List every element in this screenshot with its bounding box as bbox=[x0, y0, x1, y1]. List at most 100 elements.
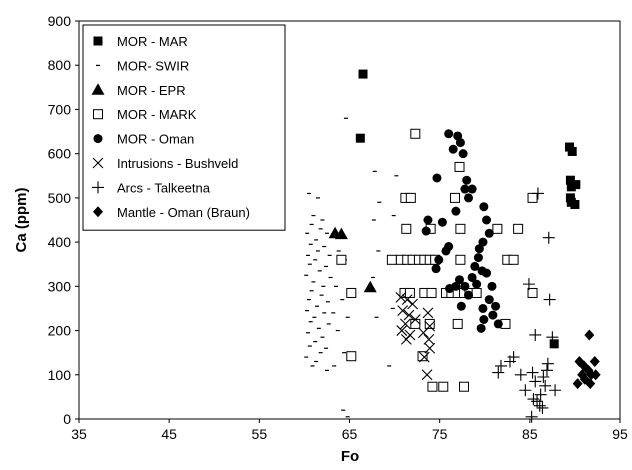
data-point bbox=[467, 184, 477, 194]
data-point bbox=[438, 381, 449, 392]
series-6 bbox=[492, 187, 562, 423]
legend-marker bbox=[93, 36, 103, 46]
data-point bbox=[508, 254, 519, 265]
data-point bbox=[474, 244, 484, 254]
data-point bbox=[586, 369, 597, 381]
data-point bbox=[396, 325, 408, 336]
data-point bbox=[589, 356, 600, 368]
data-point bbox=[441, 246, 451, 256]
data-point bbox=[514, 368, 527, 381]
legend-marker bbox=[93, 134, 103, 144]
legend-label: Intrusions - Bushveld bbox=[117, 156, 238, 171]
data-point bbox=[571, 180, 581, 190]
data-point bbox=[407, 298, 419, 310]
data-point bbox=[546, 331, 559, 344]
data-point bbox=[464, 193, 474, 203]
data-point bbox=[460, 281, 470, 291]
data-point bbox=[484, 295, 494, 305]
x-tick-label: 95 bbox=[612, 426, 628, 442]
data-point bbox=[404, 287, 415, 298]
data-point bbox=[418, 327, 429, 339]
data-point bbox=[565, 175, 575, 185]
data-point bbox=[513, 223, 524, 234]
data-point bbox=[409, 314, 421, 325]
y-axis-title: Ca (ppm) bbox=[13, 188, 30, 253]
y-tick-label: 300 bbox=[48, 278, 72, 294]
data-point bbox=[527, 287, 538, 298]
data-point bbox=[397, 305, 409, 317]
data-point bbox=[543, 293, 556, 306]
data-point bbox=[539, 379, 552, 392]
data-point bbox=[434, 255, 444, 265]
data-point bbox=[422, 307, 434, 319]
data-point bbox=[455, 138, 465, 148]
data-point bbox=[526, 366, 539, 379]
legend-label: Arcs - Talkeetna bbox=[117, 180, 211, 195]
legend-marker bbox=[92, 157, 104, 169]
data-point bbox=[400, 334, 412, 345]
data-point bbox=[431, 264, 441, 274]
legend-marker bbox=[92, 181, 104, 194]
data-point bbox=[531, 187, 544, 200]
series-0 bbox=[355, 69, 581, 349]
data-point bbox=[454, 161, 465, 172]
data-point bbox=[400, 318, 411, 330]
data-point bbox=[421, 226, 431, 236]
data-point bbox=[346, 287, 357, 298]
data-point bbox=[536, 401, 549, 414]
series-2 bbox=[328, 226, 377, 293]
data-point bbox=[470, 261, 480, 271]
data-point bbox=[395, 292, 407, 303]
data-point bbox=[336, 254, 347, 265]
y-tick-label: 900 bbox=[48, 13, 72, 29]
data-point bbox=[449, 192, 460, 203]
data-point bbox=[529, 375, 542, 388]
data-point bbox=[484, 228, 494, 238]
data-point bbox=[507, 351, 520, 364]
x-tick-label: 75 bbox=[432, 426, 448, 442]
axis-ticks: 35 45 55 65 75 85 95 0 100 200 300 400 500 600 700 800 9… bbox=[48, 13, 628, 442]
data-point bbox=[584, 329, 595, 341]
data-point bbox=[529, 328, 542, 341]
x-tick-label: 85 bbox=[522, 426, 538, 442]
legend-marker bbox=[91, 83, 105, 95]
data-point bbox=[525, 410, 538, 423]
y-tick-label: 200 bbox=[48, 323, 72, 339]
legend-label: MOR - Oman bbox=[117, 132, 194, 147]
data-point bbox=[585, 378, 596, 390]
data-point bbox=[410, 128, 421, 139]
data-point bbox=[494, 359, 507, 372]
data-point bbox=[527, 192, 538, 203]
data-point bbox=[492, 366, 505, 379]
data-point bbox=[424, 318, 435, 329]
data-point bbox=[572, 378, 583, 390]
data-point bbox=[423, 215, 433, 225]
data-point bbox=[540, 364, 553, 377]
y-tick-label: 700 bbox=[48, 101, 72, 117]
data-point bbox=[533, 399, 546, 412]
data-point bbox=[478, 237, 488, 247]
data-point bbox=[566, 182, 576, 192]
data-point bbox=[403, 309, 415, 321]
legend-label: MOR - EPR bbox=[117, 83, 186, 98]
data-point bbox=[456, 301, 466, 311]
data-point bbox=[427, 381, 438, 392]
y-tick-label: 600 bbox=[48, 146, 72, 162]
data-point bbox=[334, 227, 348, 240]
data-point bbox=[358, 69, 368, 79]
data-point bbox=[386, 254, 397, 265]
data-point bbox=[448, 144, 458, 154]
data-point bbox=[401, 294, 413, 305]
data-point bbox=[537, 370, 550, 383]
data-point bbox=[355, 133, 365, 143]
data-point bbox=[462, 175, 472, 185]
data-point bbox=[410, 318, 421, 329]
data-point bbox=[426, 287, 437, 298]
x-tick-label: 45 bbox=[161, 426, 177, 442]
data-point bbox=[492, 223, 503, 234]
data-point bbox=[476, 323, 486, 333]
data-point bbox=[460, 184, 470, 194]
y-tick-label: 100 bbox=[48, 367, 72, 383]
series-5 bbox=[395, 292, 436, 381]
